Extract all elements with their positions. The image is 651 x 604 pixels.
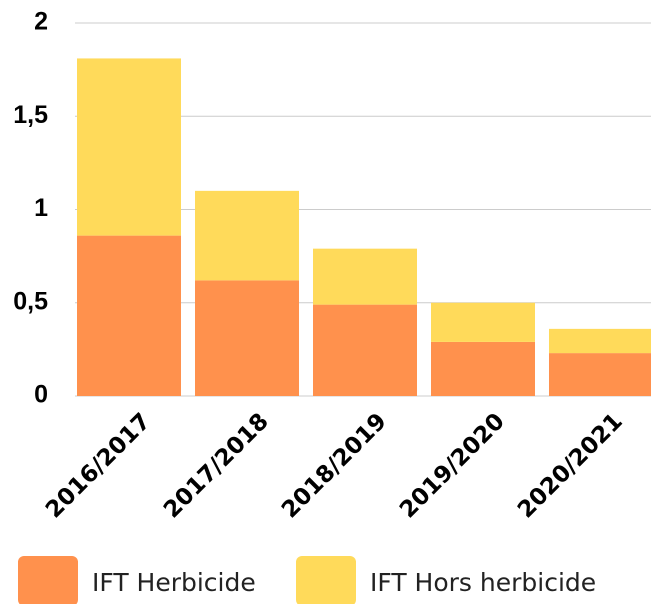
- y-tick-label: 0,5: [13, 287, 48, 315]
- bar-segment: [77, 235, 181, 396]
- legend-swatch: [296, 556, 356, 604]
- bar-segment: [195, 190, 299, 281]
- bar-segment: [549, 328, 651, 354]
- y-tick-label: 2: [34, 8, 48, 36]
- x-tick-label: 2017/2018: [159, 408, 274, 523]
- bar-segment: [77, 58, 181, 236]
- bar-segment: [431, 302, 535, 342]
- legend-label: IFT Hors herbicide: [370, 568, 596, 597]
- bar-segment: [313, 304, 417, 396]
- x-tick-label: 2020/2021: [513, 408, 628, 523]
- y-tick-label: 1: [34, 194, 48, 222]
- y-tick-label: 0: [34, 381, 48, 409]
- legend-swatch: [18, 556, 78, 604]
- x-tick-label: 2018/2019: [277, 408, 392, 523]
- x-tick-label: 2019/2020: [395, 408, 510, 523]
- legend-label: IFT Herbicide: [92, 568, 256, 597]
- bar-segment: [195, 280, 299, 396]
- x-tick-label: 2016/2017: [41, 408, 156, 523]
- y-tick-label: 1,5: [13, 101, 48, 129]
- bar-segment: [431, 341, 535, 396]
- bar-segment: [313, 248, 417, 305]
- bar-segment: [549, 353, 651, 396]
